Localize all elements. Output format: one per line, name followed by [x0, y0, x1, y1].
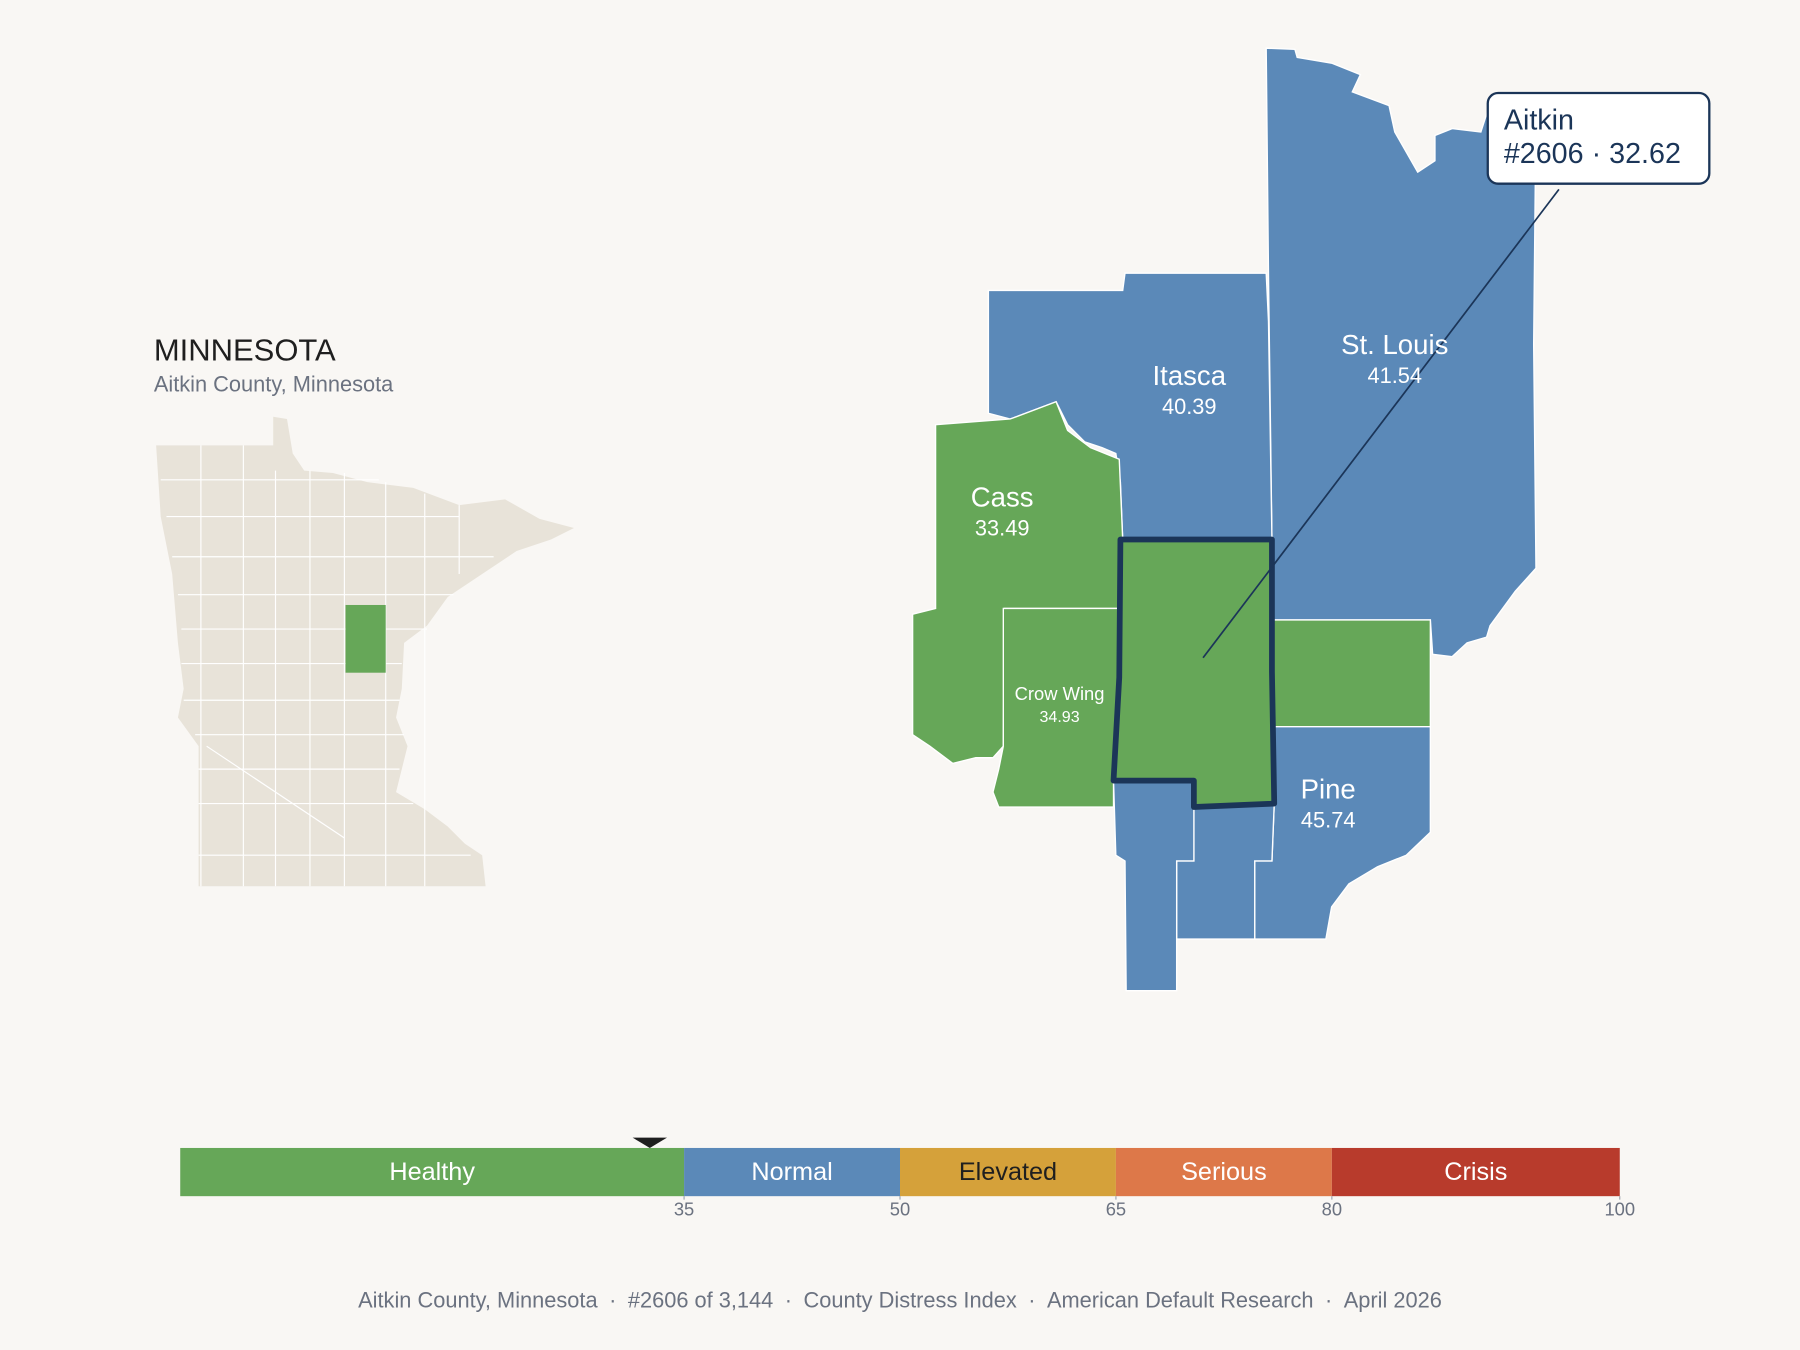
footer-separator: · [785, 1288, 792, 1313]
scale-band-label: Crisis [1444, 1158, 1507, 1186]
scale-band [684, 1147, 900, 1197]
scale-tick-label: 80 [1322, 1199, 1342, 1220]
scale-band [1331, 1147, 1620, 1197]
callout-leader [1202, 188, 1560, 659]
county-aitkin-selected[interactable] [1110, 536, 1278, 810]
scale-band-label: Normal [751, 1158, 832, 1186]
state-subtitle: Aitkin County, Minnesota [154, 371, 394, 396]
scale-band-label: Serious [1181, 1158, 1267, 1186]
callout-separator: · [1592, 138, 1602, 170]
selected-county-locator [345, 604, 386, 673]
county-score: 41.54 [1367, 363, 1422, 388]
county-name: St. Louis [1341, 329, 1448, 360]
county-name: Pine [1301, 773, 1356, 804]
callout-score: 32.62 [1609, 138, 1681, 170]
county-line [206, 745, 345, 839]
state-locator [156, 416, 574, 887]
footer-item: Aitkin County, Minnesota [358, 1288, 598, 1313]
scale-band-label: Healthy [389, 1158, 475, 1186]
county-score: 40.39 [1162, 394, 1217, 419]
county-score: 34.93 [1039, 708, 1079, 726]
footer-item: American Default Research [1047, 1288, 1314, 1313]
region-map [911, 47, 1537, 992]
scale-band [1115, 1147, 1332, 1197]
callout-box [1486, 91, 1711, 185]
distress-scale: Healthy Normal Elevated Serious Crisis 35 50 65… [180, 1137, 1635, 1220]
callout-detail: #2606 · 32.62 [1504, 138, 1681, 170]
footer-item: County Distress Index [804, 1288, 1017, 1313]
scale-band-label: Elevated [959, 1158, 1057, 1186]
county-carlton[interactable] [1271, 619, 1432, 728]
county-name: Itasca [1153, 360, 1227, 391]
scale-band [900, 1147, 1116, 1197]
footer-separator: · [1028, 1288, 1035, 1313]
county-score: 33.49 [975, 516, 1030, 541]
footer-separator: · [1325, 1288, 1332, 1313]
callout-name: Aitkin [1504, 105, 1574, 137]
scale-tick-label: 50 [890, 1199, 910, 1220]
footer-item: April 2026 [1344, 1288, 1442, 1313]
scale-tick-label: 100 [1604, 1199, 1635, 1220]
scale-band [180, 1147, 685, 1197]
scale-tick-label: 35 [674, 1199, 694, 1220]
score-marker [632, 1137, 668, 1148]
scale-tick-label: 65 [1106, 1199, 1126, 1220]
county-labels: Itasca 40.39 St. Louis 41.54 Cass 33.49 Crow W… [971, 329, 1449, 832]
callout-rank: #2606 [1504, 138, 1584, 170]
footer-separator: · [609, 1288, 616, 1313]
footer-item: #2606 of 3,144 [628, 1288, 773, 1313]
county-score: 45.74 [1301, 807, 1356, 832]
footer: Aitkin County, Minnesota · #2606 of 3,144 ·… [358, 1288, 1442, 1313]
county-name: Cass [971, 482, 1034, 513]
county-name: Crow Wing [1015, 683, 1105, 704]
state-title: MINNESOTA [154, 332, 336, 367]
